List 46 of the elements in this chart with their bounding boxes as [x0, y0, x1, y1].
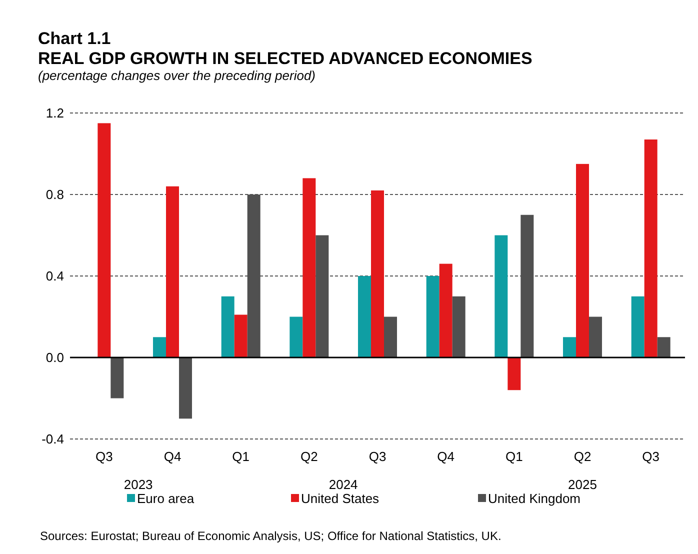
y-tick-label: 0.4	[46, 268, 64, 284]
source-note: Sources: Eurostat; Bureau of Economic Analysis, US; Office for National Statistics, UK.	[40, 529, 502, 543]
bar	[221, 296, 234, 358]
x-tick-label: Q4	[164, 449, 182, 464]
x-tick-label: Q3	[95, 449, 113, 464]
legend-label: United Kingdom	[488, 491, 580, 506]
y-tick-label: 1.2	[46, 106, 64, 121]
bar	[234, 314, 248, 358]
legend-label: United States	[301, 491, 380, 506]
legend-label: Euro area	[137, 491, 195, 506]
x-tick-label: Q2	[300, 449, 318, 464]
bar	[494, 235, 508, 358]
chart-subtitle: (percentage changes over the preceding period)	[38, 68, 316, 83]
bar	[371, 190, 384, 358]
bar	[153, 337, 166, 358]
bar	[452, 296, 466, 358]
x-tick-label: Q2	[574, 449, 592, 464]
bar	[98, 123, 111, 358]
bar	[290, 316, 303, 358]
bar	[384, 316, 397, 358]
y-tick-label: 0.8	[46, 187, 64, 202]
bar	[179, 358, 192, 419]
bar	[508, 358, 521, 390]
text: 2024	[328, 477, 358, 492]
x-tick-label: Q3	[642, 449, 660, 464]
y-tick-label: -0.4	[42, 432, 64, 447]
y-tick-label: 0.0	[46, 350, 64, 366]
bar	[631, 296, 644, 358]
x-tick-label: Q1	[232, 449, 250, 464]
bar	[426, 276, 440, 358]
bar	[589, 316, 602, 358]
bar	[358, 276, 371, 358]
bar	[110, 358, 124, 398]
x-tick-label: Q4	[437, 449, 455, 464]
text: 2023	[124, 477, 153, 492]
bar	[439, 264, 452, 358]
bar	[166, 186, 179, 358]
bar	[563, 337, 576, 358]
bar	[644, 139, 658, 358]
bar	[657, 337, 670, 358]
text: 2025	[568, 477, 597, 492]
bar	[302, 178, 316, 358]
bar	[576, 164, 589, 358]
x-tick-label: Q1	[505, 449, 523, 464]
x-tick-label: Q3	[368, 449, 386, 464]
chart-title: Chart 1.1 REAL GDP GROWTH IN SELECTED ADVANCED ECONOMIES	[38, 29, 532, 68]
